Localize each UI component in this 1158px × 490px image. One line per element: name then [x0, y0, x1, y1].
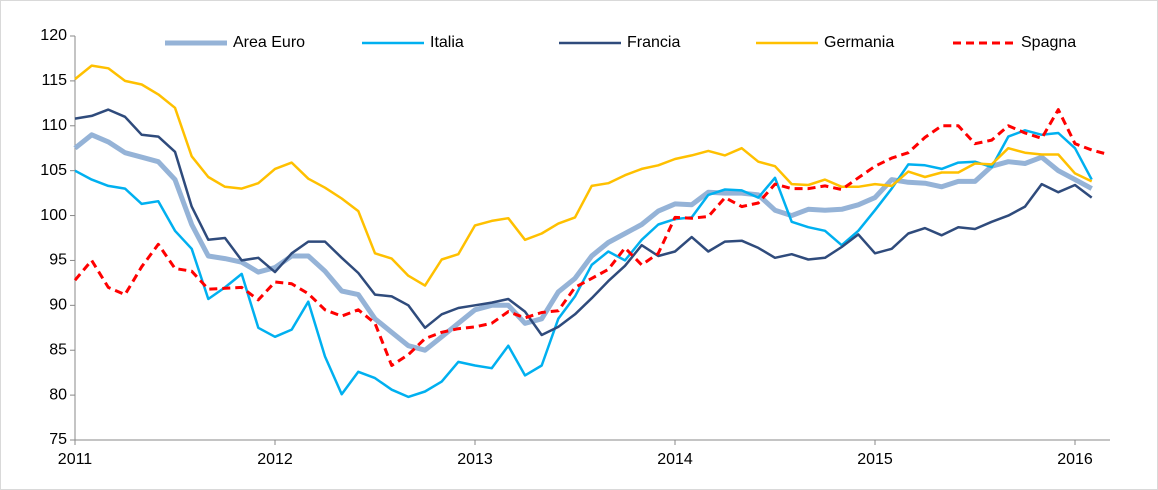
series-line [73, 108, 1109, 367]
x-tick-label: 2013 [457, 451, 493, 468]
y-tick-label: 120 [40, 27, 67, 44]
legend-label: Germania [824, 34, 894, 51]
x-tick-label: 2016 [1057, 451, 1093, 468]
y-tick-label: 105 [40, 162, 67, 179]
legend-label: Italia [430, 34, 464, 51]
y-tick-label: 80 [49, 386, 67, 403]
y-tick-label: 85 [49, 341, 67, 358]
y-tick-label: 110 [41, 117, 67, 134]
legend-label: Spagna [1021, 34, 1076, 51]
x-tick-label: 2011 [58, 451, 93, 468]
y-tick-label: 75 [49, 431, 67, 448]
x-tick-label: 2012 [257, 451, 293, 468]
x-tick-label: 2014 [657, 451, 693, 468]
y-tick-label: 95 [49, 252, 67, 269]
x-tick-label: 2015 [857, 451, 893, 468]
legend-label: Area Euro [233, 34, 305, 51]
y-tick-label: 115 [41, 72, 67, 89]
legend-label: Francia [627, 34, 680, 51]
series-line [74, 129, 1093, 399]
series-line [73, 132, 1093, 353]
series-line [74, 64, 1093, 287]
series-line [74, 108, 1093, 337]
y-tick-label: 90 [49, 297, 67, 314]
y-tick-label: 100 [40, 207, 67, 224]
